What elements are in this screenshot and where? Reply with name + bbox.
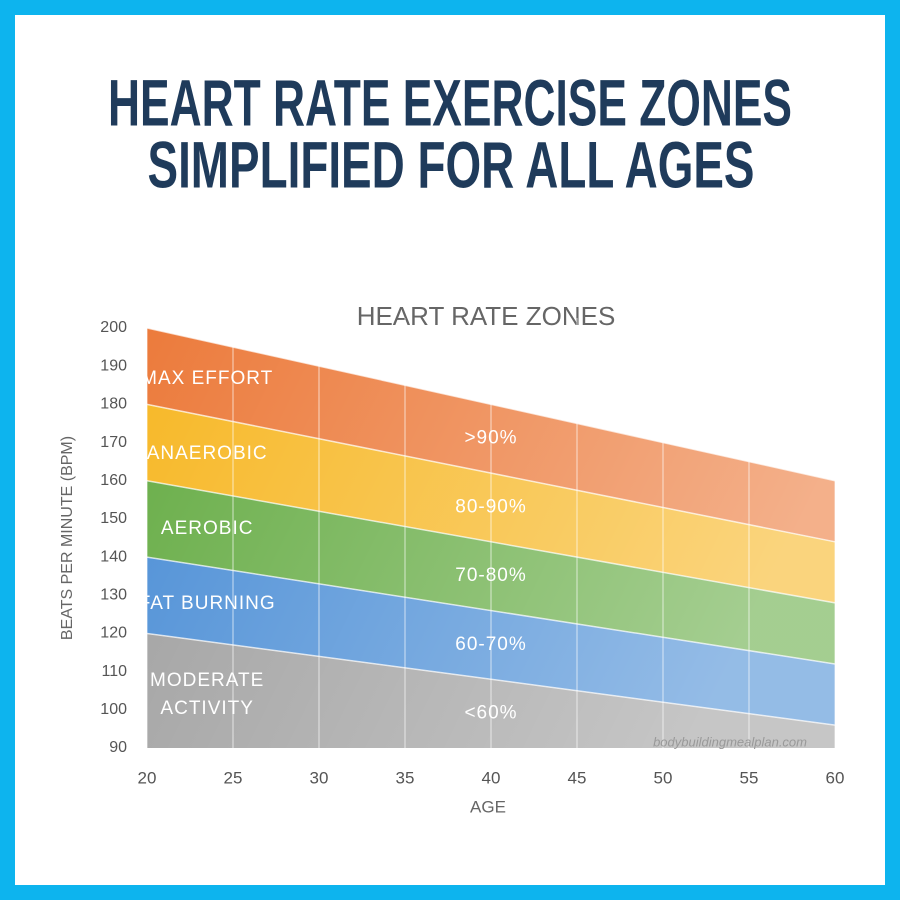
zone-percent: >90% <box>464 428 517 449</box>
x-axis-label: AGE <box>470 797 506 816</box>
x-tick-label: 45 <box>568 768 587 787</box>
page-title-line: HEART RATE EXERCISE ZONES <box>108 65 792 139</box>
zone-name: ANAEROBIC <box>146 442 268 464</box>
y-tick-label: 160 <box>100 472 127 489</box>
y-tick-label: 180 <box>100 396 127 413</box>
y-tick-label: 90 <box>109 739 127 756</box>
y-tick-label: 140 <box>100 548 127 565</box>
y-axis-label: BEATS PER MINUTE (BPM) <box>59 436 76 640</box>
x-tick-label: 40 <box>482 768 501 787</box>
zone-name: MODERATE ACTIVITY <box>150 669 265 719</box>
zone-percent: <60% <box>464 703 517 724</box>
y-tick-label: 110 <box>101 663 127 680</box>
x-tick-label: 50 <box>654 768 673 787</box>
zone-percent: 60-70% <box>455 634 527 655</box>
x-tick-label: 60 <box>826 768 845 787</box>
y-tick-label: 100 <box>100 701 127 718</box>
y-tick-label: 150 <box>100 510 127 527</box>
zone-name: AEROBIC <box>160 517 254 539</box>
x-tick-label: 55 <box>740 768 759 787</box>
zone-name: FAT BURNING <box>138 592 276 614</box>
x-tick-label: 25 <box>224 768 243 787</box>
y-tick-label: 200 <box>100 319 127 336</box>
zone-percent: 70-80% <box>455 565 527 586</box>
page-title-line: SIMPLIFIED FOR ALL AGES <box>148 127 755 201</box>
x-tick-label: 35 <box>396 768 415 787</box>
zone-percent: 80-90% <box>455 496 527 517</box>
watermark: bodybuildingmealplan.com <box>653 734 807 749</box>
chart-title: HEART RATE ZONES <box>357 301 616 331</box>
x-tick-label: 20 <box>138 768 157 787</box>
y-tick-label: 170 <box>100 434 127 451</box>
wash <box>147 328 835 748</box>
y-tick-label: 190 <box>100 357 127 374</box>
y-tick-label: 130 <box>100 586 127 603</box>
x-tick-label: 30 <box>310 768 329 787</box>
zone-name: MAX EFFORT <box>141 367 274 389</box>
y-tick-label: 120 <box>100 625 127 642</box>
